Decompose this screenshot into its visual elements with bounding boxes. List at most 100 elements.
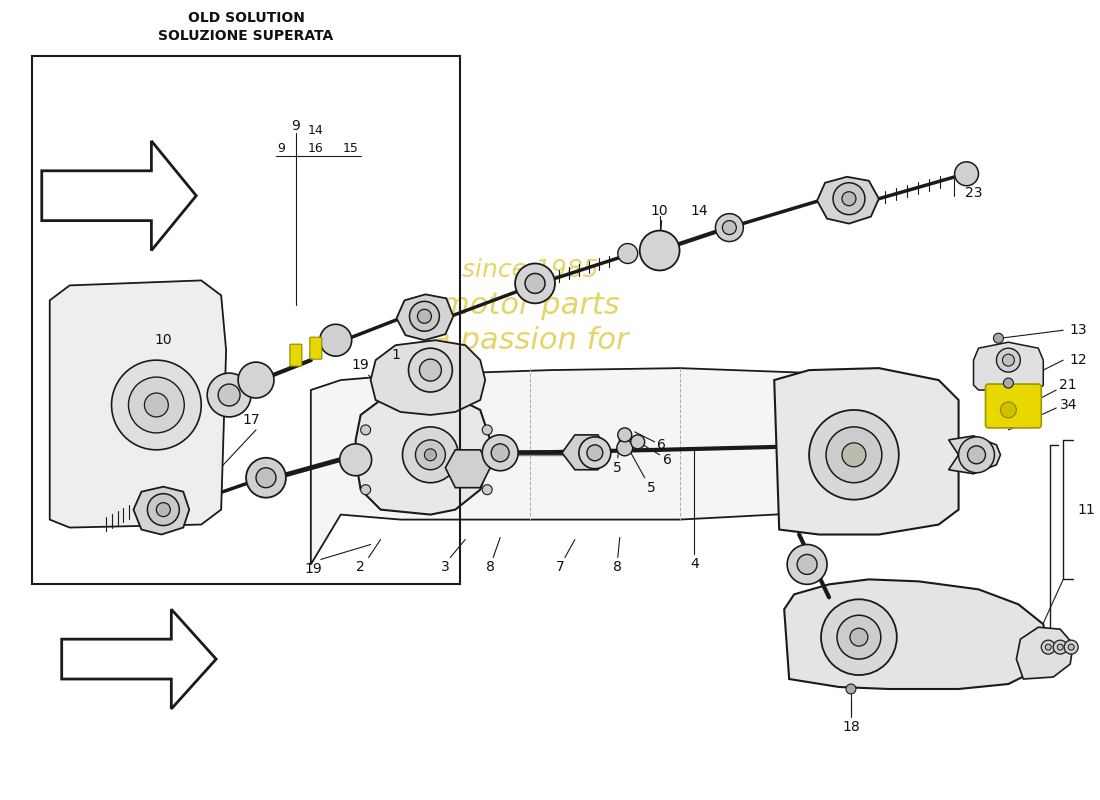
Circle shape [1002, 354, 1014, 366]
Circle shape [993, 334, 1003, 343]
Circle shape [826, 427, 882, 482]
Circle shape [1053, 640, 1067, 654]
Polygon shape [311, 368, 928, 565]
Circle shape [788, 545, 827, 584]
Text: 6: 6 [663, 453, 672, 466]
Polygon shape [784, 579, 1048, 689]
Circle shape [968, 446, 986, 464]
Text: 23: 23 [965, 186, 982, 200]
Circle shape [156, 502, 170, 517]
Circle shape [525, 274, 544, 294]
Circle shape [579, 437, 610, 469]
Circle shape [821, 599, 896, 675]
Circle shape [409, 302, 439, 331]
Polygon shape [446, 450, 491, 488]
Circle shape [111, 360, 201, 450]
Bar [32, 56, 460, 584]
Circle shape [842, 192, 856, 206]
Text: 6: 6 [657, 438, 665, 452]
Text: 3: 3 [441, 561, 450, 574]
Circle shape [238, 362, 274, 398]
Circle shape [846, 684, 856, 694]
Polygon shape [562, 435, 609, 470]
Polygon shape [774, 368, 958, 534]
Text: SOLUZIONE SUPERATA: SOLUZIONE SUPERATA [158, 30, 333, 43]
Circle shape [320, 324, 352, 356]
Polygon shape [396, 294, 453, 340]
Circle shape [408, 348, 452, 392]
Text: 2: 2 [356, 561, 365, 574]
Text: 10: 10 [651, 204, 669, 218]
Circle shape [1042, 640, 1055, 654]
Text: 12: 12 [1069, 353, 1087, 367]
Text: 14: 14 [308, 125, 323, 138]
Circle shape [218, 384, 240, 406]
Circle shape [482, 435, 518, 470]
Circle shape [515, 263, 556, 303]
Circle shape [833, 182, 865, 214]
Circle shape [958, 437, 994, 473]
Circle shape [850, 628, 868, 646]
Circle shape [147, 494, 179, 526]
Circle shape [640, 230, 680, 270]
Circle shape [618, 428, 631, 442]
Text: 4: 4 [690, 558, 698, 571]
Polygon shape [62, 610, 217, 709]
Text: a passion for: a passion for [432, 326, 628, 354]
Circle shape [482, 485, 492, 494]
Text: 7: 7 [556, 561, 564, 574]
Circle shape [361, 425, 371, 435]
FancyBboxPatch shape [310, 338, 322, 359]
Circle shape [617, 440, 632, 456]
Circle shape [425, 449, 437, 461]
Text: 19: 19 [352, 358, 370, 372]
Circle shape [419, 359, 441, 381]
Polygon shape [948, 436, 1000, 474]
Circle shape [144, 393, 168, 417]
Circle shape [256, 468, 276, 488]
Polygon shape [133, 486, 189, 534]
Text: OLD SOLUTION: OLD SOLUTION [188, 11, 305, 26]
Circle shape [207, 373, 251, 417]
Circle shape [492, 444, 509, 462]
Text: 34: 34 [1059, 398, 1077, 412]
Circle shape [129, 377, 185, 433]
Text: 19: 19 [304, 562, 321, 577]
Text: 5: 5 [647, 481, 656, 494]
Text: 10: 10 [154, 334, 173, 347]
Circle shape [403, 427, 459, 482]
Circle shape [842, 443, 866, 466]
Polygon shape [817, 177, 879, 224]
Circle shape [837, 615, 881, 659]
Circle shape [340, 444, 372, 476]
Text: 9: 9 [292, 119, 300, 133]
Text: motor parts: motor parts [440, 291, 620, 320]
Polygon shape [42, 141, 196, 250]
Text: 17: 17 [242, 413, 260, 427]
Circle shape [798, 554, 817, 574]
Circle shape [618, 243, 638, 263]
FancyBboxPatch shape [290, 344, 301, 366]
Text: 15: 15 [343, 142, 359, 155]
Text: 5: 5 [614, 461, 623, 474]
Circle shape [723, 221, 736, 234]
Circle shape [416, 440, 446, 470]
Text: 18: 18 [843, 720, 860, 734]
Circle shape [1064, 640, 1078, 654]
Circle shape [810, 410, 899, 500]
Circle shape [1000, 402, 1016, 418]
Text: 9: 9 [277, 142, 285, 155]
Text: 14: 14 [691, 204, 708, 218]
Text: 1: 1 [392, 348, 400, 362]
Text: 13: 13 [1069, 323, 1087, 338]
Circle shape [1057, 644, 1064, 650]
Text: 8: 8 [486, 561, 495, 574]
Polygon shape [50, 281, 227, 527]
Circle shape [1003, 378, 1013, 388]
Polygon shape [371, 340, 485, 415]
Circle shape [361, 485, 371, 494]
Circle shape [246, 458, 286, 498]
Circle shape [997, 348, 1021, 372]
Polygon shape [355, 395, 491, 514]
Polygon shape [974, 342, 1043, 390]
